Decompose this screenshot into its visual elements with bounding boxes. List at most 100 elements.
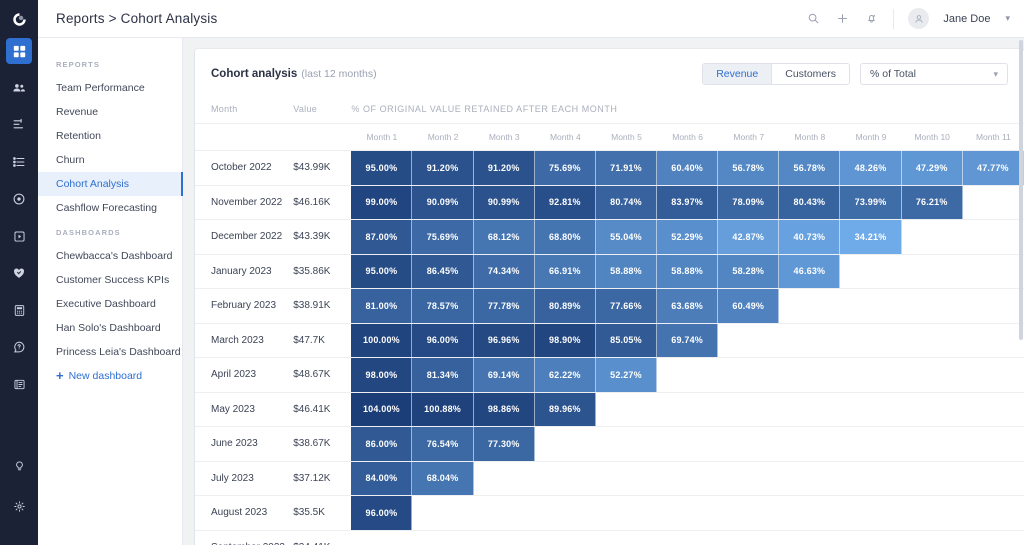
heatmap-cell[interactable]: 75.69% [412,219,474,255]
heatmap-cell[interactable]: 56.78% [718,150,780,186]
heatmap-cell[interactable]: 81.00% [351,288,413,324]
heatmap-cell[interactable]: 68.12% [473,219,535,255]
heatmap-cell[interactable]: 58.88% [595,254,658,289]
heatmap-cell[interactable]: 60.49% [718,288,780,324]
heatmap-cell[interactable]: 90.99% [473,185,535,220]
heatmap-cell[interactable]: 91.20% [412,150,474,186]
rail-item-gear-icon[interactable] [6,493,32,519]
metric-select[interactable]: % of Total ▾ [860,63,1008,85]
heatmap-cell[interactable]: 78.09% [718,185,780,220]
heatmap-cell[interactable]: 91.20% [473,150,535,186]
heatmap-cell[interactable]: 46.63% [779,254,841,289]
chevron-down-icon[interactable]: ▾ [1005,13,1010,23]
heatmap-cell[interactable]: 40.73% [779,219,841,255]
sidebar-item-retention[interactable]: Retention [56,130,101,142]
avatar[interactable] [908,8,930,29]
rail-item-question-chat-icon[interactable] [6,334,32,360]
app-logo[interactable] [0,0,38,38]
heatmap-cell[interactable]: 42.87% [718,219,780,255]
heatmap-cell[interactable]: 89.96% [534,392,596,427]
heatmap-cell[interactable]: 95.00% [351,150,413,186]
rail-item-target-icon[interactable] [6,186,32,212]
bell-icon[interactable] [864,11,879,26]
heatmap-cell[interactable]: 98.00% [351,357,413,393]
heatmap-cell[interactable]: 104.00% [351,392,413,427]
heatmap-cell[interactable]: 47.77% [962,150,1024,186]
sidebar-item-cohort-analysis[interactable]: Cohort Analysis [38,172,183,196]
search-icon[interactable] [806,11,821,26]
heatmap-cell[interactable]: 52.29% [657,219,719,255]
rail-item-heart-shield-icon[interactable] [6,260,32,286]
heatmap-cell[interactable]: 86.00% [351,426,413,462]
heatmap-cell[interactable]: 73.99% [840,185,902,220]
heatmap-cell[interactable]: 80.43% [779,185,841,220]
rail-item-people-icon[interactable] [6,75,32,101]
heatmap-cell[interactable]: 96.00% [412,323,474,358]
heatmap-cell[interactable]: 69.14% [473,357,535,393]
rail-item-calculator-icon[interactable] [6,297,32,323]
rail-item-play-box-icon[interactable] [6,223,32,249]
heatmap-cell[interactable]: 83.97% [657,185,719,220]
sidebar-item-revenue[interactable]: Revenue [56,106,99,118]
heatmap-cell[interactable]: 48.26% [840,150,902,186]
heatmap-cell[interactable]: 85.05% [595,323,658,358]
heatmap-cell[interactable]: 60.40% [657,150,719,186]
heatmap-cell[interactable]: 75.69% [534,150,596,186]
sidebar-item-customer-success-kpis[interactable]: Customer Success KPIs [56,274,170,286]
heatmap-cell[interactable]: 58.88% [657,254,719,289]
sidebar-item-princess-leias-dashboard[interactable]: Princess Leia's Dashboard [56,346,181,358]
rail-item-list-icon[interactable] [6,149,32,175]
heatmap-cell[interactable]: 96.00% [351,495,413,531]
sidebar-item-chewbaccas-dashboard[interactable]: Chewbacca's Dashboard [56,250,173,262]
heatmap-cell[interactable]: 77.66% [595,288,658,324]
rail-item-notes-icon[interactable] [6,371,32,397]
heatmap-cell[interactable]: 55.04% [595,219,658,255]
heatmap-cell[interactable]: 90.09% [412,185,474,220]
heatmap-cell[interactable]: 34.21% [840,219,902,255]
toggle-revenue[interactable]: Revenue [703,64,772,84]
rail-item-dashboard-grid-icon[interactable] [6,38,32,64]
plus-icon[interactable] [835,11,850,26]
heatmap-cell[interactable]: 92.81% [534,185,596,220]
heatmap-cell[interactable]: 47.29% [901,150,963,186]
rail-item-lightbulb-icon[interactable] [6,453,32,479]
sidebar-item-han-solos-dashboard[interactable]: Han Solo's Dashboard [56,322,161,334]
heatmap-cell[interactable]: 100.88% [412,392,474,427]
heatmap-cell[interactable]: 69.74% [657,323,719,358]
toggle-customers[interactable]: Customers [771,64,849,84]
new-dashboard-button[interactable]: + New dashboard [38,364,182,387]
heatmap-cell[interactable]: 68.04% [412,461,474,496]
heatmap-cell[interactable]: 76.54% [412,426,474,462]
sidebar-item-churn[interactable]: Churn [56,154,85,166]
heatmap-cell[interactable]: 87.00% [351,219,413,255]
heatmap-cell[interactable]: 74.34% [473,254,535,289]
sidebar-item-cashflow-forecasting[interactable]: Cashflow Forecasting [56,202,157,214]
heatmap-cell[interactable]: 56.78% [779,150,841,186]
heatmap-cell[interactable]: 98.86% [473,392,535,427]
heatmap-cell[interactable]: 95.00% [351,254,413,289]
sidebar-item-executive-dashboard[interactable]: Executive Dashboard [56,298,156,310]
scrollbar-thumb[interactable] [1019,40,1023,340]
heatmap-cell[interactable]: 78.57% [412,288,474,324]
heatmap-cell[interactable]: 80.74% [595,185,658,220]
heatmap-cell[interactable]: 86.45% [412,254,474,289]
username-label[interactable]: Jane Doe [943,12,991,25]
heatmap-cell[interactable]: 68.80% [534,219,596,255]
heatmap-cell[interactable]: 100.00% [351,323,413,358]
heatmap-cell[interactable]: 76.21% [901,185,963,220]
page-scrollbar[interactable] [1018,0,1024,545]
heatmap-cell[interactable]: 96.96% [473,323,535,358]
heatmap-cell[interactable]: 63.68% [657,288,719,324]
heatmap-cell[interactable]: 77.78% [473,288,535,324]
heatmap-cell[interactable]: 58.28% [718,254,780,289]
rail-item-bar-chart-icon[interactable] [6,112,32,138]
heatmap-cell[interactable]: 52.27% [595,357,658,393]
heatmap-cell[interactable]: 98.90% [534,323,596,358]
sidebar-item-team-performance[interactable]: Team Performance [56,82,145,94]
heatmap-cell[interactable]: 84.00% [351,461,413,496]
heatmap-cell[interactable]: 80.89% [534,288,596,324]
heatmap-cell[interactable]: 71.91% [595,150,658,186]
heatmap-cell[interactable]: 66.91% [534,254,596,289]
heatmap-cell[interactable]: 77.30% [473,426,535,462]
heatmap-cell[interactable]: 99.00% [351,185,413,220]
